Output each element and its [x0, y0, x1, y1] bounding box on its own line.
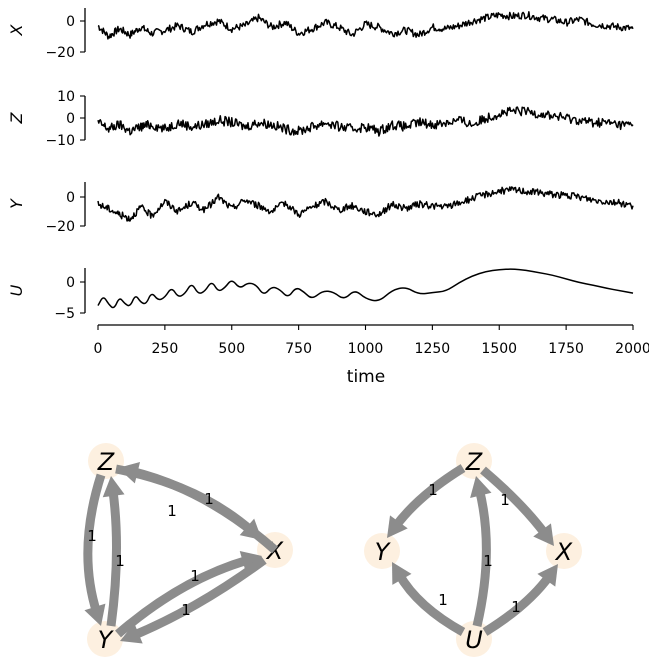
- panel-U: 0 −5 U: [7, 268, 634, 322]
- edge-Z-Y: 1: [387, 464, 466, 538]
- edge-Z-X: 1: [480, 466, 554, 546]
- node-label: Z: [465, 448, 483, 476]
- y-axis-label: Y: [7, 198, 26, 209]
- edge-label: 1: [204, 490, 214, 508]
- x-tick-label: 750: [285, 341, 312, 357]
- edge-line: [130, 466, 278, 554]
- arrowhead: [387, 515, 408, 538]
- y-axis-label: U: [7, 284, 26, 296]
- series-line-Y: [97, 186, 634, 222]
- y-tick-label: 0: [66, 190, 75, 206]
- node-circle: [546, 533, 582, 569]
- edge-line: [391, 464, 466, 530]
- edge-line: [480, 466, 550, 538]
- edge-label: 1: [438, 591, 448, 609]
- y-tick-label: −20: [45, 45, 75, 61]
- edge-label: 1: [511, 598, 521, 616]
- arrowhead: [120, 623, 143, 644]
- panel-Y: 0 −20 Y: [7, 182, 634, 235]
- edge-Z-X: 1: [115, 464, 262, 540]
- node-U: U: [456, 621, 492, 657]
- node-label: Y: [375, 538, 392, 566]
- y-axis-label: X: [7, 23, 26, 36]
- edge-line: [106, 489, 121, 627]
- node-circle: [364, 533, 400, 569]
- node-Z: Z: [88, 443, 124, 479]
- x-tick-label: 2000: [615, 341, 649, 357]
- edge-label: 1: [87, 527, 97, 545]
- x-axis: 0 250 500 750 1000 1250 1500 1750 2000: [94, 324, 649, 357]
- edge-label: 1: [483, 552, 493, 570]
- edge-U-Y: 1: [392, 562, 466, 636]
- y-tick-label: 0: [66, 111, 75, 127]
- edge-Y-Z: 1: [102, 476, 125, 627]
- node-circle: [87, 621, 123, 657]
- edge-label: 1: [181, 601, 191, 619]
- x-tick-label: 0: [94, 341, 103, 357]
- edge-U-Z: 1: [470, 476, 493, 628]
- series-line-Z: [97, 106, 634, 137]
- arrowhead: [84, 603, 106, 626]
- node-label: X: [554, 538, 573, 566]
- y-axis-label: Z: [7, 111, 26, 124]
- edge-label: 1: [428, 481, 438, 499]
- arrowhead: [102, 476, 125, 498]
- edge-line: [482, 572, 554, 636]
- x-tick-label: 1250: [415, 341, 451, 357]
- node-label: U: [465, 626, 483, 654]
- node-label: Y: [98, 626, 115, 654]
- time-series-panels: 0 −20 X 10 0 −10 Z 0 −20 Y 0 −5 U: [7, 8, 634, 322]
- x-tick-label: 1750: [548, 341, 584, 357]
- node-circle: [456, 621, 492, 657]
- node-X: X: [546, 533, 582, 569]
- panel-Z: 10 0 −10 Z: [7, 89, 634, 149]
- arrowhead: [392, 562, 412, 585]
- node-Y: Y: [364, 533, 400, 569]
- node-circle: [88, 443, 124, 479]
- edge-label: 1: [167, 502, 177, 520]
- y-tick-label: −5: [54, 306, 75, 322]
- arrowhead: [470, 476, 492, 499]
- panel-X: 0 −20 X: [7, 8, 634, 61]
- y-tick-label: 0: [66, 275, 75, 291]
- edge-label: 1: [190, 567, 200, 585]
- arrowhead: [239, 518, 262, 540]
- edge-line: [472, 488, 491, 628]
- edge-label: 1: [115, 552, 125, 570]
- edge-Z-Y: 1: [83, 473, 106, 626]
- edge-Y-X: 1: [115, 550, 262, 638]
- edge-line: [115, 464, 255, 535]
- node-label: Z: [97, 448, 115, 476]
- edge-line: [115, 555, 250, 638]
- edge-line: [395, 571, 466, 636]
- arrowhead: [239, 550, 262, 573]
- node-Y: Y: [87, 621, 123, 657]
- y-tick-label: −10: [45, 133, 75, 149]
- x-tick-label: 250: [152, 341, 179, 357]
- arrowhead: [533, 523, 554, 546]
- edge-X-Y: 1: [120, 556, 267, 644]
- edge-line: [83, 473, 106, 615]
- arrowhead: [537, 564, 558, 587]
- y-tick-label: 10: [57, 89, 75, 105]
- edge-line: [131, 556, 267, 640]
- y-tick-label: −20: [45, 219, 75, 235]
- x-tick-label: 1500: [481, 341, 517, 357]
- edge-U-X: 1: [482, 564, 558, 636]
- y-tick-label: 0: [66, 14, 75, 30]
- x-tick-label: 500: [218, 341, 245, 357]
- x-tick-label: 1000: [348, 341, 384, 357]
- edge-label: 1: [500, 491, 510, 509]
- series-line-U: [97, 268, 634, 309]
- series-line-X: [97, 11, 634, 40]
- x-axis-label: time: [347, 367, 385, 387]
